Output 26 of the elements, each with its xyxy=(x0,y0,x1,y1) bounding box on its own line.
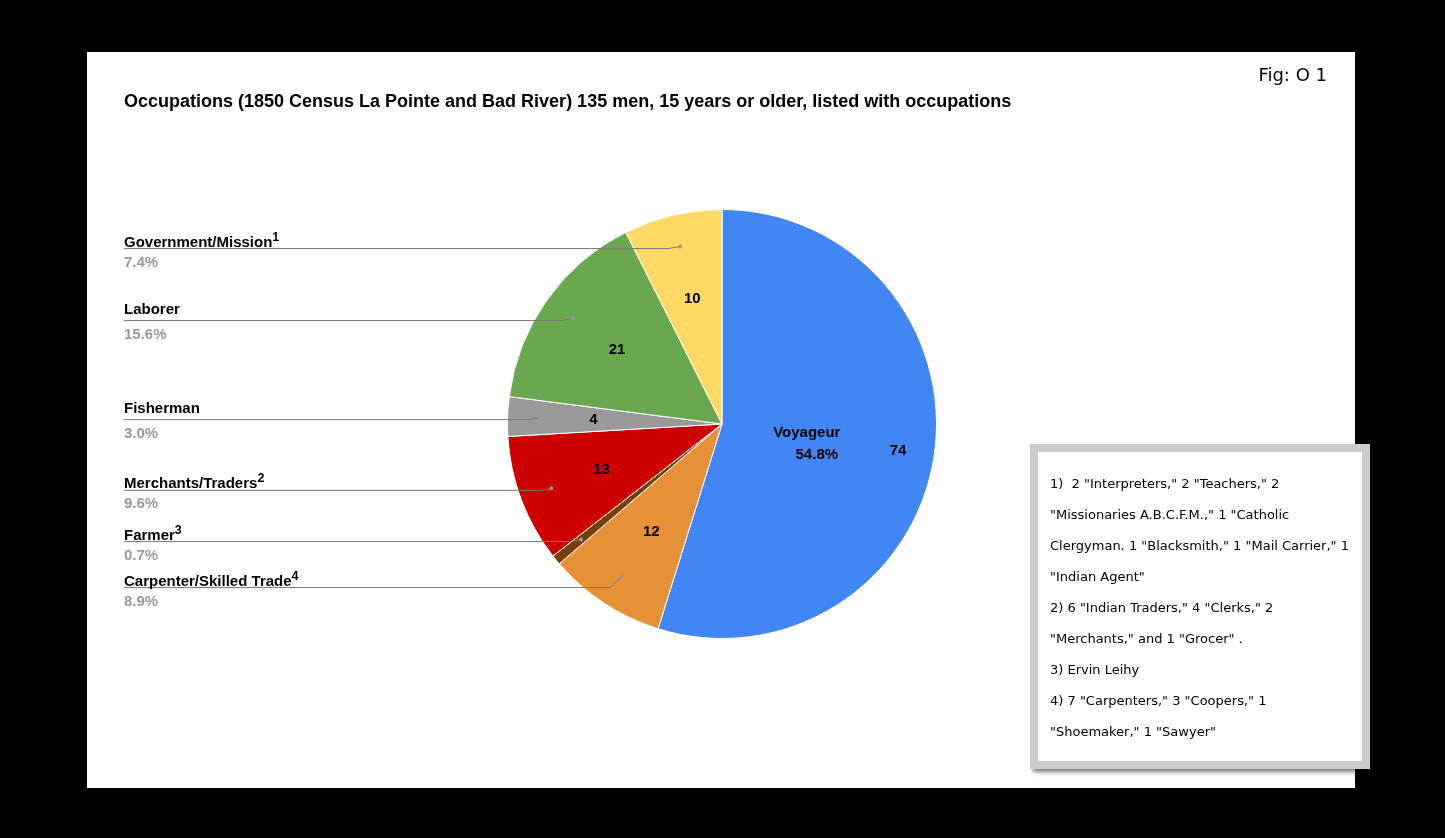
text: 7.4% xyxy=(124,252,159,270)
chart-title: Occupations (1850 Census La Pointe and Bad River) 135 men, 15 years or older, listed with occupations xyxy=(124,91,1012,112)
text: 3.0% xyxy=(124,423,159,441)
data-label: 13 xyxy=(593,459,610,477)
text: 15.6% xyxy=(124,324,167,342)
data-label: 4 xyxy=(589,409,599,427)
data-label: 10 xyxy=(683,288,701,306)
slice-label: Laborer xyxy=(124,299,180,318)
slice-label: Government/Mission$^{1}$ xyxy=(124,228,280,251)
slice-label: Merchants/Traders$^{2}$ xyxy=(124,470,265,493)
text: 0.7% xyxy=(124,545,159,563)
slice-label: Fisherman xyxy=(124,398,200,417)
slice-label: Voyageur xyxy=(772,421,842,442)
text: 3) Ervin Leihy xyxy=(1050,661,1141,679)
text: 2) 6 "Indian Traders," 4 "Clerks," 2 "Merchants," and 1 "Grocer" . xyxy=(1050,600,1274,646)
data-label: 21 xyxy=(608,339,626,357)
text: 1) 2 "Interpreters," 2 "Teachers," 2 "Missionaries A.B.C.F.M.," 1 "Catholic Clergyman. 1 "Blacksmith," 1 "Mail Carrier," 1 "Indian Agent" xyxy=(1050,476,1349,584)
slice-label: Farmer$^{3}$ xyxy=(124,521,182,544)
data-label: 12 xyxy=(642,521,660,539)
text: 54.8% xyxy=(795,444,839,462)
text: 8.9% xyxy=(124,591,159,609)
text: 9.6% xyxy=(124,494,159,512)
slice-label: Carpenter/Skilled Trade$^{4}$ xyxy=(124,567,299,590)
text: 4) 7 "Carpenters," 3 "Coopers," 1 "Shoemaker," 1 "Sawyer" xyxy=(1050,693,1267,739)
data-label: 74 xyxy=(889,440,907,458)
text: Fig: O 1 xyxy=(1258,64,1327,85)
